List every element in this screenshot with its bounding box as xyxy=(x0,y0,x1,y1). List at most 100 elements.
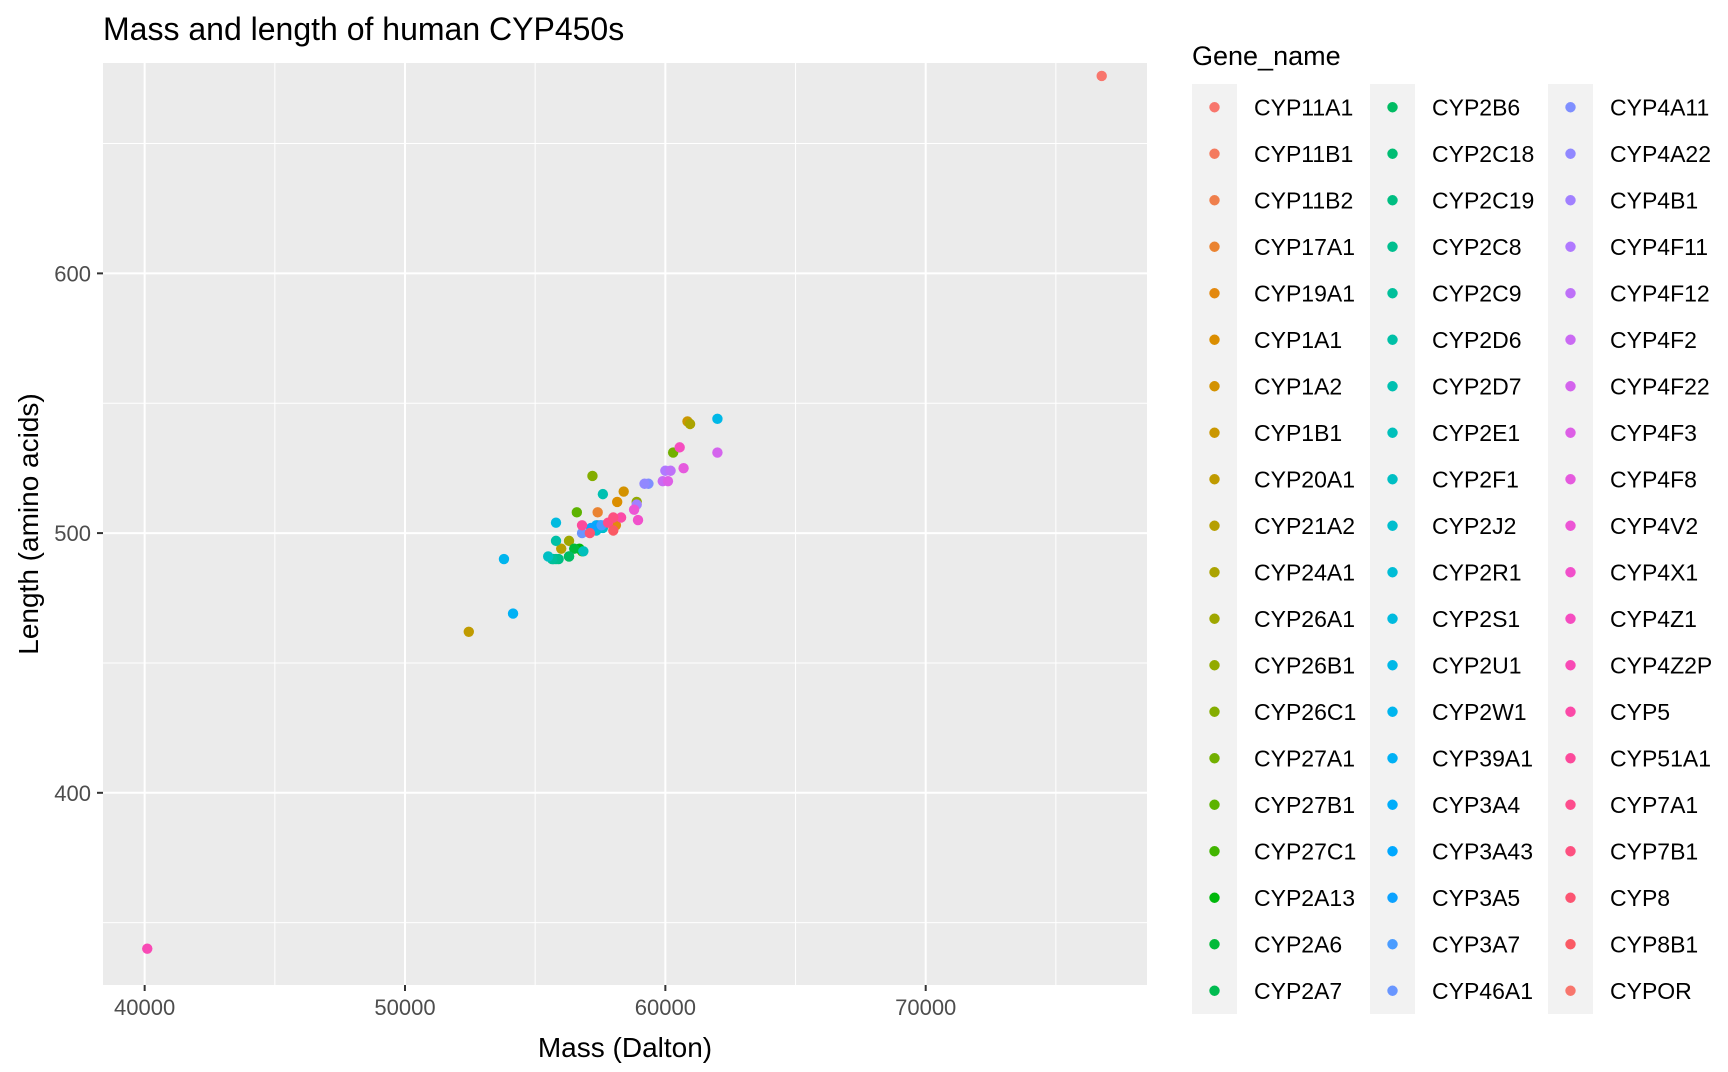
legend-label: CYP20A1 xyxy=(1254,466,1355,492)
data-point xyxy=(611,496,623,508)
data-point xyxy=(1096,70,1107,82)
legend-label: CYP3A7 xyxy=(1432,931,1520,957)
y-tick-label: 600 xyxy=(54,261,91,286)
legend-key xyxy=(1565,102,1576,113)
legend-label: CYP7A1 xyxy=(1610,792,1698,818)
legend-key xyxy=(1565,334,1576,345)
legend-key xyxy=(1209,102,1220,113)
legend-entries: CYP11A1 CYP11B1 CYP11B2 CYP17A1 CYP19A1 CYP1A… xyxy=(1192,84,1712,1014)
legend-key xyxy=(1209,939,1220,950)
legend-label: CYP5 xyxy=(1610,699,1670,725)
legend-key xyxy=(1387,706,1398,717)
x-axis-label: Mass (Dalton) xyxy=(538,1032,712,1063)
legend-label: CYP27B1 xyxy=(1254,792,1355,818)
y-tick-label: 400 xyxy=(54,781,91,806)
legend-key xyxy=(1209,660,1220,671)
legend-key xyxy=(1565,613,1576,624)
legend-key xyxy=(1387,985,1398,996)
legend-key xyxy=(1565,753,1576,764)
legend-key xyxy=(1565,799,1576,810)
legend-label: CYP11B1 xyxy=(1254,141,1353,167)
data-point xyxy=(587,470,598,482)
data-point xyxy=(608,525,619,536)
legend-key xyxy=(1387,846,1398,857)
legend-title: Gene_name xyxy=(1192,41,1341,71)
data-point xyxy=(556,543,567,554)
data-point xyxy=(632,514,644,526)
legend-label: CYP4A22 xyxy=(1610,141,1711,167)
legend-label: CYP17A1 xyxy=(1254,234,1355,260)
legend-key-column xyxy=(1192,84,1237,1014)
legend-label: CYP11B2 xyxy=(1254,187,1353,213)
data-point xyxy=(569,543,580,554)
legend-key-column xyxy=(1548,84,1593,1014)
legend-label: CYP2F1 xyxy=(1432,466,1519,492)
data-point xyxy=(665,465,676,476)
legend-key xyxy=(1387,288,1398,299)
legend-key xyxy=(1565,846,1576,857)
legend-label: CYP4Z1 xyxy=(1610,606,1697,632)
legend-label: CYP27C1 xyxy=(1254,838,1356,864)
legend-label: CYP1B1 xyxy=(1254,420,1342,446)
legend-key xyxy=(1565,567,1576,578)
legend-label: CYP27A1 xyxy=(1254,745,1355,771)
legend-label: CYP2B6 xyxy=(1432,94,1520,120)
legend-key xyxy=(1565,520,1576,531)
legend-label: CYP24A1 xyxy=(1254,559,1355,585)
legend-key xyxy=(1209,381,1220,392)
legend-key xyxy=(1209,706,1220,717)
legend-label: CYP4F8 xyxy=(1610,466,1697,492)
legend-label: CYP2D6 xyxy=(1432,327,1521,353)
legend-label: CYP1A1 xyxy=(1254,327,1342,353)
legend-key xyxy=(1209,520,1220,531)
x-tick-label: 70000 xyxy=(895,995,956,1020)
legend-label: CYP2C19 xyxy=(1432,187,1534,213)
legend-label: CYPOR xyxy=(1610,978,1692,1004)
data-point xyxy=(142,943,153,954)
legend-key xyxy=(1565,985,1576,996)
data-point xyxy=(550,517,562,528)
data-point xyxy=(628,504,640,515)
legend-label: CYP2W1 xyxy=(1432,699,1527,725)
legend-key xyxy=(1565,241,1576,252)
legend-key xyxy=(1387,520,1398,531)
data-point xyxy=(615,512,627,523)
data-point xyxy=(618,486,629,497)
legend-label: CYP2A7 xyxy=(1254,978,1342,1004)
legend-label: CYP26B1 xyxy=(1254,652,1355,678)
data-point xyxy=(712,447,723,458)
legend-key xyxy=(1387,613,1398,624)
legend-key xyxy=(1565,381,1576,392)
data-point xyxy=(678,462,689,474)
legend-key xyxy=(1209,613,1220,624)
legend-label: CYP2A6 xyxy=(1254,931,1342,957)
legend-key xyxy=(1387,660,1398,671)
legend-key xyxy=(1209,799,1220,810)
legend-label: CYP2A13 xyxy=(1254,885,1355,911)
axis-ticks xyxy=(97,272,927,991)
y-tick-label: 500 xyxy=(54,521,91,546)
data-point xyxy=(674,442,685,453)
x-tick-label: 40000 xyxy=(114,995,175,1020)
legend-key xyxy=(1387,195,1398,206)
legend-label: CYP8 xyxy=(1610,885,1670,911)
legend-key xyxy=(1565,706,1576,717)
legend-label: CYP39A1 xyxy=(1432,745,1533,771)
legend-key xyxy=(1387,241,1398,252)
grid-minor-lines xyxy=(103,63,1147,985)
legend-label: CYP11A1 xyxy=(1254,94,1353,120)
legend-key xyxy=(1565,939,1576,950)
legend-key xyxy=(1387,567,1398,578)
legend-key xyxy=(1209,474,1220,485)
legend-label: CYP3A43 xyxy=(1432,838,1533,864)
legend-key xyxy=(1387,381,1398,392)
data-point xyxy=(662,475,674,487)
data-point xyxy=(578,546,589,557)
legend-key xyxy=(1209,288,1220,299)
legend-key xyxy=(1387,474,1398,485)
legend: Gene_name CYP11A1 CYP11B1 CYP11B2 CYP17A1 CY… xyxy=(1192,41,1712,1014)
legend-key xyxy=(1565,288,1576,299)
data-point xyxy=(498,553,510,565)
legend-label: CYP4Z2P xyxy=(1610,652,1712,678)
legend-key xyxy=(1209,846,1220,857)
